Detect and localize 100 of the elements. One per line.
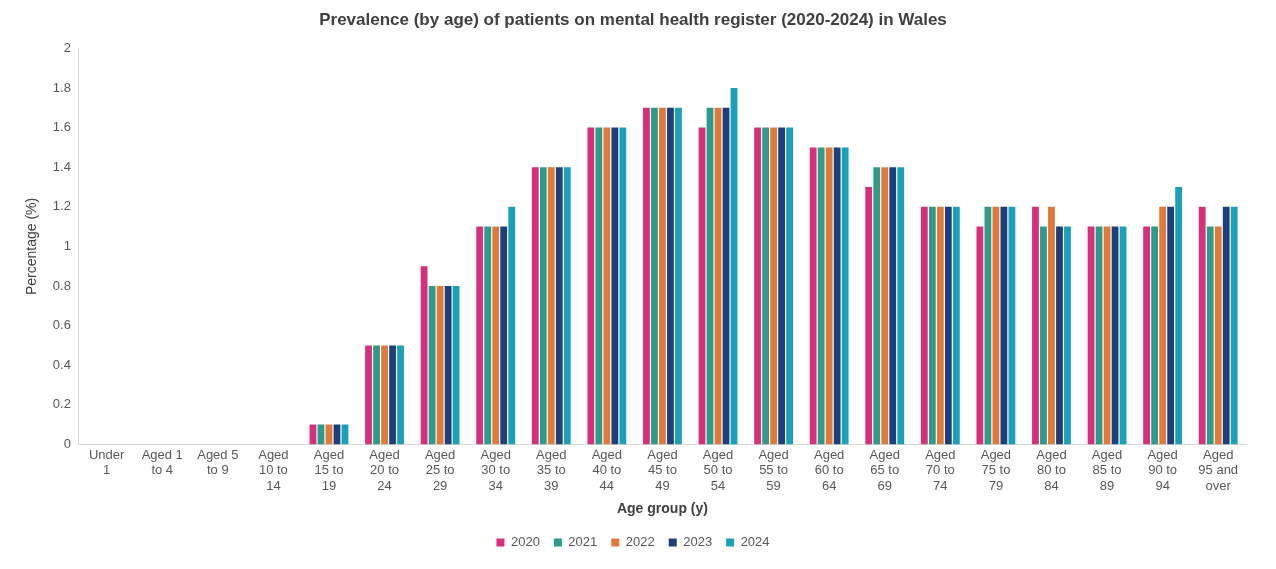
bar [675, 107, 682, 445]
y-tick-label: 0 [63, 435, 71, 451]
x-tick-label: Under 1 [88, 446, 126, 478]
bar [428, 286, 436, 445]
y-tick-label: 1.2 [52, 198, 71, 214]
x-tick-label: Aged 5 to 9 [197, 446, 239, 478]
bar [659, 107, 666, 445]
bar [825, 147, 833, 445]
bar [952, 206, 960, 445]
x-tick-label: Aged 95 and over [1198, 446, 1239, 493]
bar [833, 147, 841, 445]
x-tick-label: Aged 75 to 79 [980, 446, 1012, 493]
bar [619, 127, 627, 445]
bar [817, 147, 825, 445]
y-tick-label: 0.4 [52, 356, 71, 372]
x-tick-label: Aged 80 to 84 [1036, 446, 1067, 493]
bar [452, 286, 460, 445]
bar [1230, 206, 1238, 445]
bar [587, 127, 595, 445]
bar [754, 127, 761, 445]
bar [508, 206, 516, 445]
bar [611, 127, 619, 445]
y-tick-label: 0.2 [52, 396, 71, 412]
x-tick-label: Aged 60 to 64 [813, 446, 845, 493]
bar [1198, 206, 1206, 445]
bar [984, 206, 992, 445]
x-tick-label: Aged 10 to 14 [258, 446, 289, 493]
bar [563, 167, 571, 445]
bar [484, 226, 492, 445]
bar [500, 226, 508, 445]
bar [1048, 206, 1055, 445]
bar [770, 127, 777, 445]
bar [531, 167, 539, 445]
bar [547, 167, 555, 445]
bar [889, 167, 897, 445]
bar [476, 226, 484, 445]
bar [420, 266, 428, 445]
bar [1040, 226, 1047, 445]
x-tick-label: Aged 85 to 89 [1091, 446, 1123, 493]
chart-title: Prevalence (by age) of patients on mental health register (2020-2024) in Wales [319, 9, 947, 29]
x-tick-label: Aged 20 to 24 [369, 446, 400, 493]
bar [397, 345, 404, 445]
bar [936, 206, 944, 445]
bar [1032, 206, 1039, 445]
y-tick-label: 1 [63, 237, 71, 253]
legend-label: 2023 [683, 534, 713, 550]
y-axis-title: Percentage (%) [23, 197, 40, 296]
x-tick-label: Aged 40 to 44 [591, 446, 623, 493]
x-axis-title: Age group (y) [616, 500, 708, 517]
legend-label: 2024 [740, 534, 770, 550]
bar [365, 345, 372, 445]
bar [1175, 187, 1183, 445]
y-tick-label: 0.8 [52, 277, 71, 293]
bar [976, 226, 984, 445]
bar [539, 167, 547, 445]
bar [865, 187, 873, 445]
bar [492, 226, 500, 445]
bar [436, 286, 444, 445]
x-tick-label: Aged 90 to 94 [1147, 446, 1178, 493]
bar [373, 345, 380, 445]
x-tick-label: Aged 55 to 59 [758, 446, 789, 493]
bar [881, 167, 889, 445]
x-tick-label: Aged 25 to 29 [424, 446, 456, 493]
bar [778, 127, 785, 445]
x-tick-label: Aged 65 to 69 [869, 446, 900, 493]
bar [555, 167, 563, 445]
bar [1143, 226, 1151, 445]
bar [809, 147, 817, 445]
x-tick-label: Aged 35 to 39 [536, 446, 567, 493]
bar [651, 107, 658, 445]
bar [786, 127, 793, 445]
x-tick-label: Aged 45 to 49 [647, 446, 678, 493]
y-tick-label: 0.6 [52, 317, 71, 333]
bar [667, 107, 674, 445]
legend-label: 2022 [625, 534, 655, 550]
bar [1151, 226, 1159, 445]
y-tick-label: 1.6 [52, 119, 71, 135]
bar [897, 167, 905, 445]
x-tick-label: Aged 30 to 34 [480, 446, 511, 493]
bar [1064, 226, 1071, 445]
bar [920, 206, 928, 445]
x-tick-label: Aged 70 to 74 [925, 446, 956, 493]
x-tick-label: Aged 50 to 54 [702, 446, 734, 493]
bar [841, 147, 849, 445]
y-tick-label: 2 [63, 39, 71, 55]
bar [928, 206, 936, 445]
bar [944, 206, 952, 445]
bar [1206, 226, 1214, 445]
bar [381, 345, 388, 445]
bar [1214, 226, 1222, 445]
bar [389, 345, 396, 445]
legend-label: 2020 [510, 534, 540, 550]
bar [444, 286, 452, 445]
bar [1159, 206, 1167, 445]
bar [643, 107, 650, 445]
bar [762, 127, 769, 445]
legend-label: 2021 [568, 534, 598, 550]
y-tick-label: 1.8 [52, 79, 71, 95]
bar [1056, 226, 1063, 445]
bar [1167, 206, 1175, 445]
